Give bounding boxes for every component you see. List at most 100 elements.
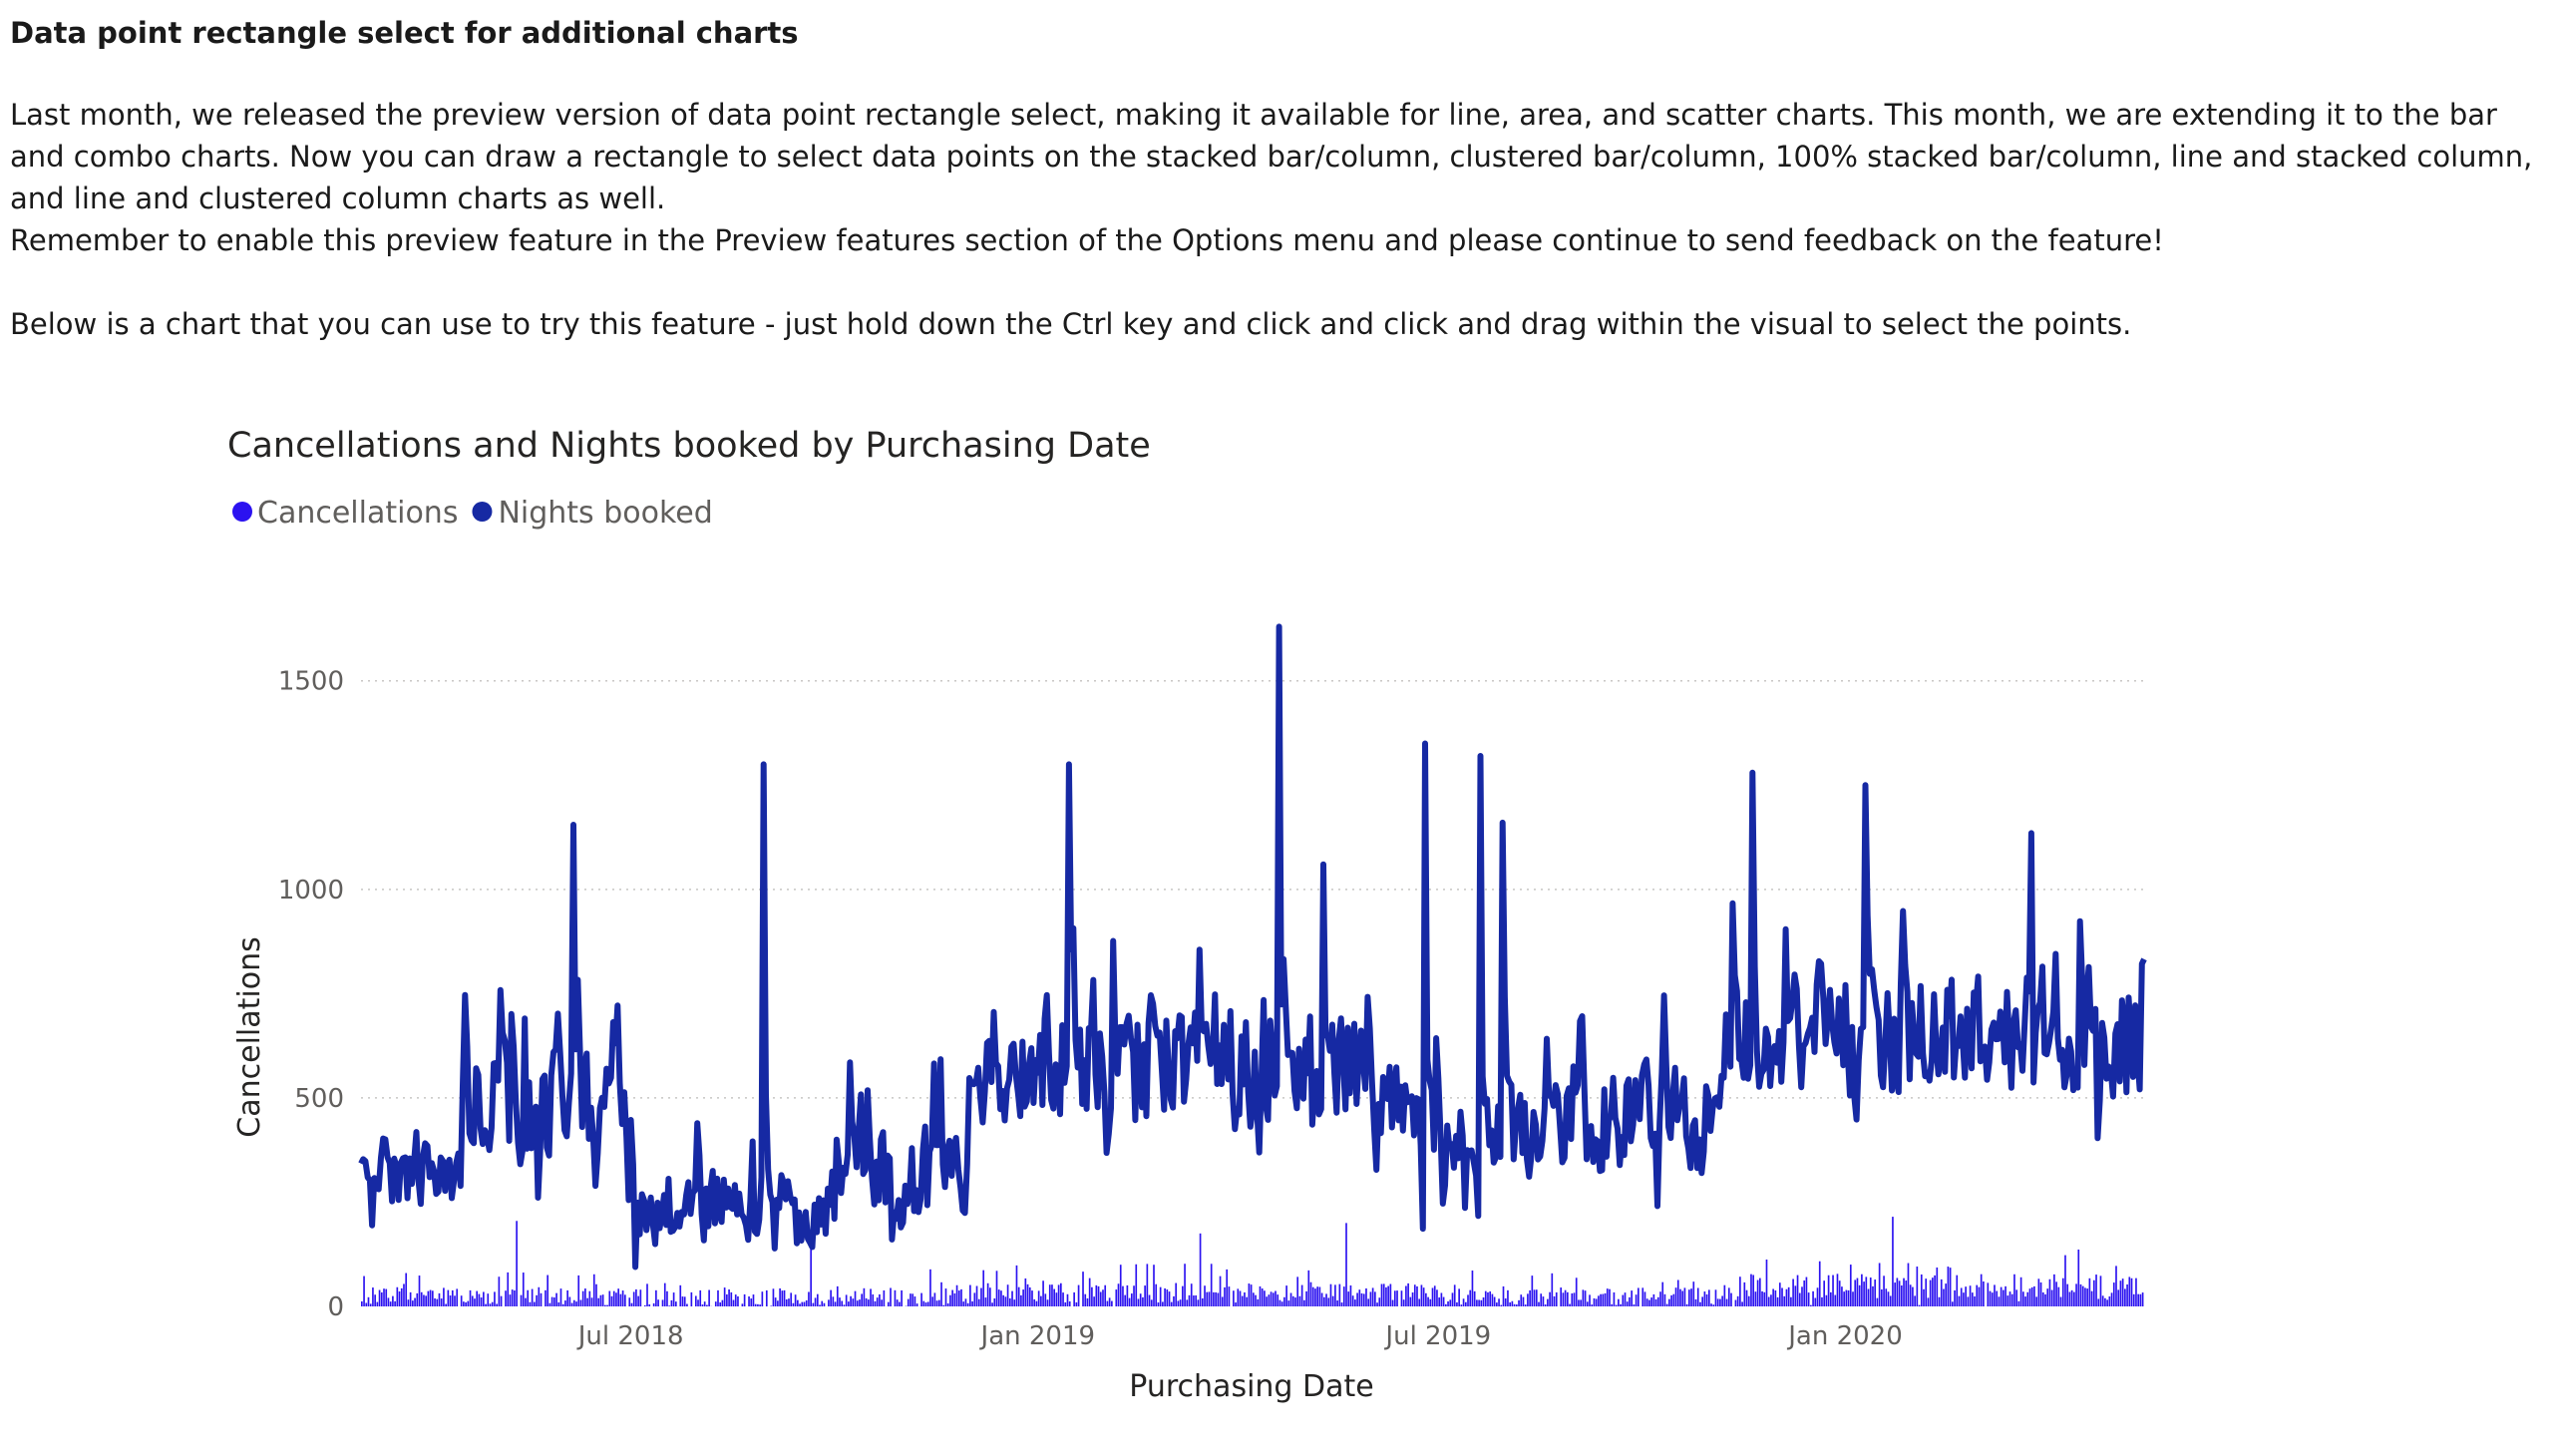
cancellations-column[interactable] [612,1290,615,1306]
cancellations-column[interactable] [431,1290,434,1306]
cancellations-column[interactable] [1462,1298,1465,1306]
cancellations-column[interactable] [1881,1288,1883,1306]
cancellations-column[interactable] [942,1304,945,1306]
cancellations-column[interactable] [1668,1298,1670,1306]
cancellations-column[interactable] [841,1300,844,1306]
cancellations-column[interactable] [2070,1289,2073,1306]
cancellations-column[interactable] [1564,1289,1567,1306]
cancellations-column[interactable] [1298,1295,1301,1306]
cancellations-column[interactable] [741,1303,744,1306]
cancellations-column[interactable] [2068,1291,2071,1306]
cancellations-column[interactable] [717,1289,719,1306]
cancellations-column[interactable] [463,1301,465,1306]
cancellations-column[interactable] [1126,1284,1129,1306]
cancellations-column[interactable] [516,1221,518,1306]
cancellations-column[interactable] [1765,1260,1768,1306]
cancellations-column[interactable] [1008,1297,1011,1306]
cancellations-column[interactable] [2106,1299,2108,1306]
cancellations-column[interactable] [387,1297,390,1306]
cancellations-column[interactable] [2008,1291,2011,1306]
cancellations-column[interactable] [951,1289,953,1306]
cancellations-column[interactable] [1380,1283,1383,1306]
cancellations-column[interactable] [1268,1294,1271,1306]
cancellations-column[interactable] [1320,1292,1323,1306]
cancellations-column[interactable] [1066,1293,1069,1306]
cancellations-column[interactable] [792,1302,795,1306]
cancellations-column[interactable] [896,1299,899,1306]
cancellations-column[interactable] [1810,1304,1812,1306]
cancellations-column[interactable] [1128,1297,1131,1306]
cancellations-column[interactable] [1182,1285,1184,1306]
cancellations-column[interactable] [794,1294,797,1306]
cancellations-column[interactable] [1137,1298,1140,1306]
cancellations-column[interactable] [772,1288,775,1306]
cancellations-column[interactable] [617,1288,619,1306]
cancellations-column[interactable] [1845,1289,1848,1306]
cancellations-column[interactable] [1825,1294,1828,1306]
cancellations-column[interactable] [1569,1303,1571,1306]
cancellations-column[interactable] [1761,1290,1763,1306]
cancellations-column[interactable] [757,1303,759,1306]
cancellations-column[interactable] [836,1285,839,1306]
cancellations-column[interactable] [861,1293,864,1306]
cancellations-column[interactable] [1287,1300,1290,1306]
cancellations-column[interactable] [467,1300,470,1306]
cancellations-column[interactable] [852,1298,855,1306]
cancellations-column[interactable] [483,1291,485,1306]
cancellations-column[interactable] [1994,1284,1996,1306]
cancellations-column[interactable] [1378,1297,1381,1306]
cancellations-column[interactable] [376,1301,379,1306]
cancellations-column[interactable] [1927,1297,1930,1306]
cancellations-column[interactable] [1960,1287,1963,1306]
cancellations-column[interactable] [1767,1296,1770,1306]
cancellations-column[interactable] [681,1296,684,1306]
cancellations-column[interactable] [561,1303,564,1306]
cancellations-column[interactable] [1425,1292,1427,1306]
cancellations-column[interactable] [2026,1291,2029,1306]
cancellations-column[interactable] [726,1293,728,1306]
cancellations-column[interactable] [380,1291,383,1306]
cancellations-column[interactable] [608,1290,611,1306]
cancellations-column[interactable] [449,1295,452,1306]
cancellations-column[interactable] [1736,1295,1739,1306]
cancellations-column[interactable] [1938,1296,1941,1306]
cancellations-column[interactable] [1849,1265,1852,1306]
cancellations-column[interactable] [1338,1283,1341,1306]
cancellations-column[interactable] [1803,1279,1806,1306]
cancellations-column[interactable] [1520,1294,1523,1306]
cancellations-column[interactable] [1613,1291,1616,1306]
cancellations-column[interactable] [929,1269,931,1306]
cancellations-column[interactable] [2130,1277,2133,1306]
cancellations-column[interactable] [1489,1290,1492,1306]
cancellations-column[interactable] [1467,1294,1469,1306]
cancellations-column[interactable] [652,1302,655,1306]
cancellations-column[interactable] [980,1287,982,1306]
cancellations-column[interactable] [1374,1291,1376,1306]
cancellations-column[interactable] [1108,1297,1111,1306]
cancellations-column[interactable] [839,1297,841,1306]
cancellations-column[interactable] [529,1301,532,1306]
cancellations-column[interactable] [392,1295,394,1306]
cancellations-column[interactable] [1945,1283,1948,1306]
cancellations-column[interactable] [460,1295,463,1306]
cancellations-column[interactable] [1954,1289,1956,1306]
cancellations-column[interactable] [1575,1277,1578,1306]
cancellations-column[interactable] [1978,1286,1981,1306]
cancellations-column[interactable] [1264,1290,1266,1306]
cancellations-column[interactable] [1989,1290,1992,1306]
cancellations-column[interactable] [924,1302,927,1306]
cancellations-column[interactable] [1861,1274,1863,1306]
cancellations-column[interactable] [1889,1295,1892,1306]
cancellations-column[interactable] [383,1288,385,1306]
cancellations-column[interactable] [389,1301,392,1306]
cancellations-column[interactable] [1892,1217,1894,1306]
cancellations-column[interactable] [476,1290,479,1306]
cancellations-column[interactable] [1701,1296,1703,1306]
cancellations-column[interactable] [527,1289,530,1306]
cancellations-column[interactable] [520,1294,523,1306]
cancellations-column[interactable] [637,1295,639,1306]
cancellations-column[interactable] [912,1293,914,1306]
cancellations-column[interactable] [1509,1301,1511,1306]
cancellations-column[interactable] [2132,1293,2135,1306]
cancellations-column[interactable] [790,1292,793,1306]
